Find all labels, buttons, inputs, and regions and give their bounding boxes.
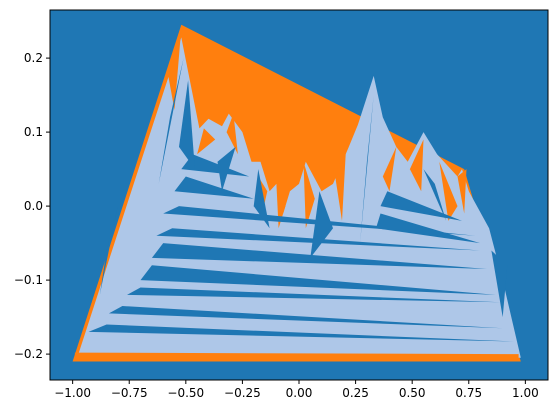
y-tick-label-1: −0.1 xyxy=(14,273,43,287)
x-tick-label-0: −1.00 xyxy=(54,386,91,400)
y-tick-label-2: 0.0 xyxy=(24,199,43,213)
x-tick-label-8: 1.00 xyxy=(512,386,539,400)
x-tick-label-7: 0.75 xyxy=(455,386,482,400)
x-tick-label-1: −0.75 xyxy=(111,386,148,400)
x-tick-label-5: 0.25 xyxy=(342,386,369,400)
y-tick-label-3: 0.1 xyxy=(24,125,43,139)
x-tick-label-4: 0.00 xyxy=(286,386,313,400)
x-tick-label-3: −0.25 xyxy=(224,386,261,400)
x-tick-label-2: −0.50 xyxy=(167,386,204,400)
y-tick-label-0: −0.2 xyxy=(14,347,43,361)
y-tick-label-4: 0.2 xyxy=(24,51,43,65)
x-tick-label-6: 0.50 xyxy=(399,386,426,400)
